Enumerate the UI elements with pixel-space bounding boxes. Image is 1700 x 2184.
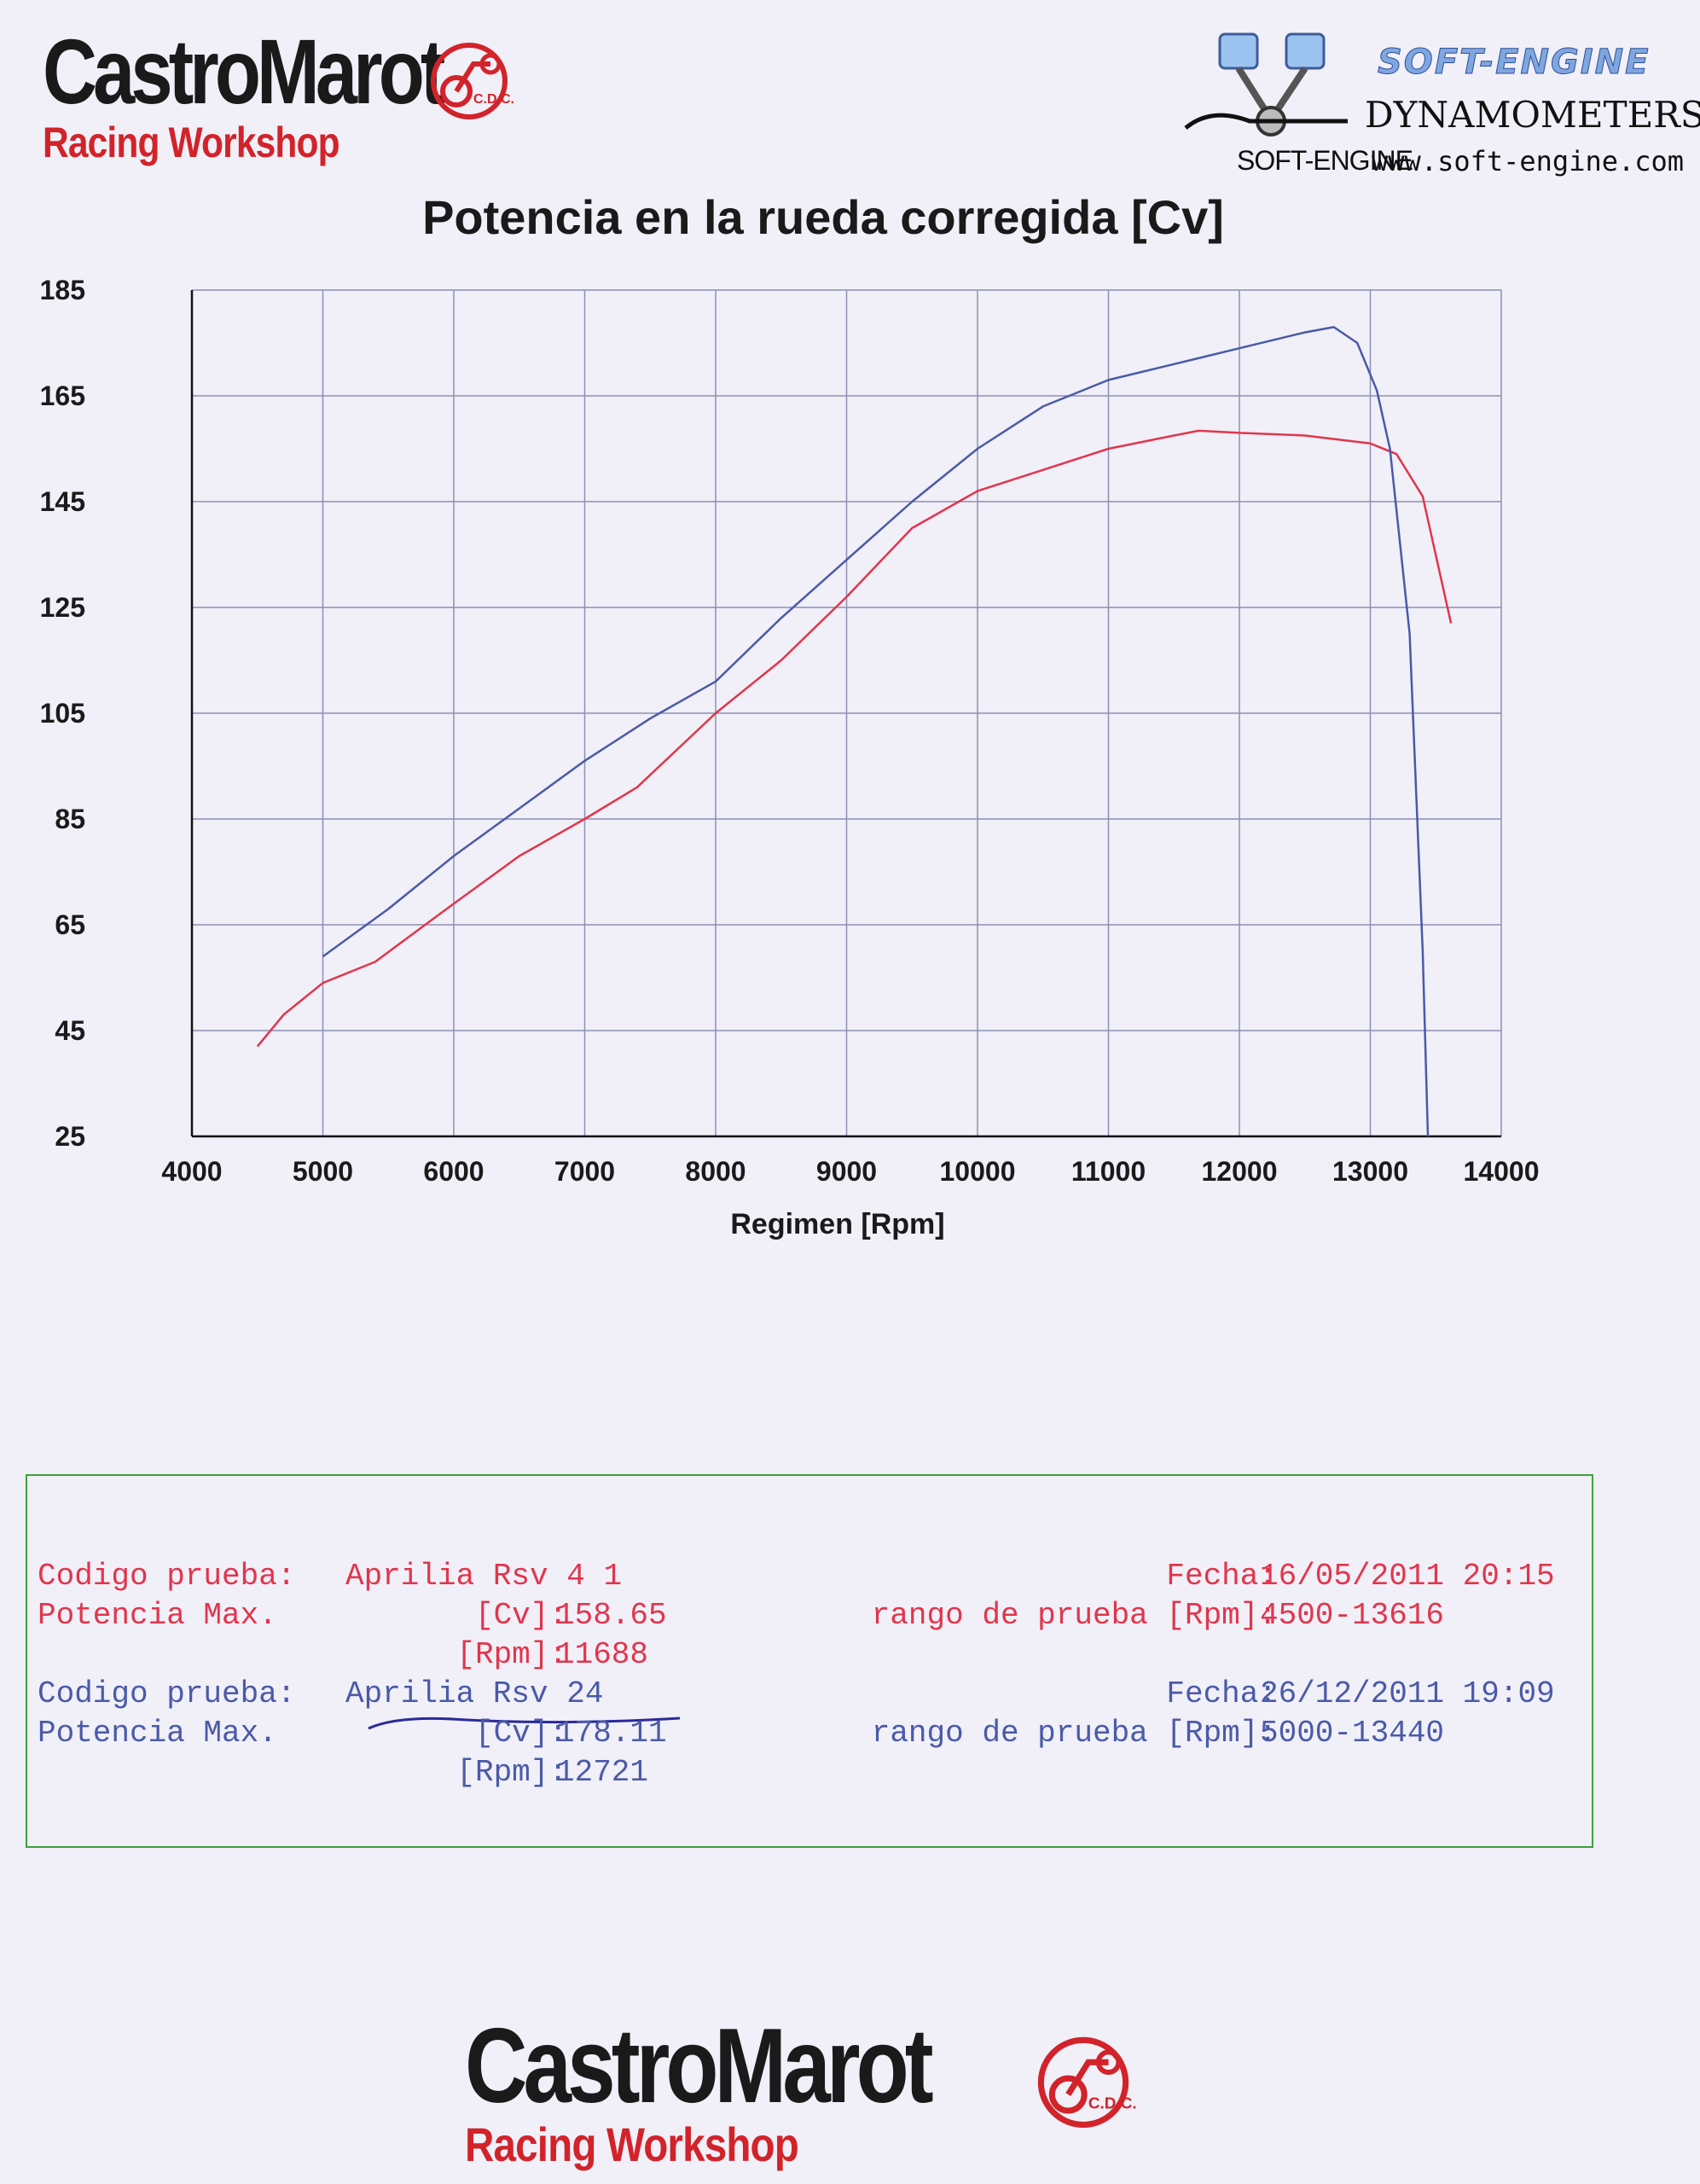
dynamometers-text: DYNAMOMETERS [1365,94,1700,136]
test2-cv-value: 178.11 [556,1716,667,1751]
y-tick-label: 25 [55,1121,85,1152]
test1-rpm-value: 11688 [556,1637,649,1672]
motorbike-emblem-icon: C.D.C. [431,43,514,119]
chart-series [256,326,1453,1137]
y-tick-label: 145 [40,486,85,517]
y-tick-label: 65 [55,909,85,940]
logo-main-text: CastroMarot [43,20,445,123]
x-axis-label: Regimen [Rpm] [730,1208,944,1240]
test1-date-value: 16/05/2011 20:15 [1260,1559,1555,1594]
logo-bottom-main-text: CastroMarot [465,2007,934,2125]
castromarot-logo: CastroMarot Racing Workshop C.D.C. [43,26,520,196]
test1-cv-value: 158.65 [556,1598,667,1633]
y-tick-label: 45 [55,1015,85,1046]
y-tick-label: 125 [40,592,85,623]
test2-range-value: 5000-13440 [1260,1716,1445,1751]
test2-cv-label: [Cv]: [474,1716,567,1751]
y-tick-label: 185 [40,275,85,305]
emblem-text: C.D.C. [473,92,514,107]
emblem-bottom-text: C.D.C. [1088,2095,1137,2113]
test2-date-value: 26/12/2011 19:09 [1260,1676,1555,1711]
test1-date-label: Fecha: [1166,1559,1277,1594]
pistons-icon [1184,32,1348,136]
test2-date-label: Fecha: [1166,1676,1277,1711]
x-tick-label: 4000 [161,1156,222,1187]
test2-code-label: Codigo prueba: [38,1676,296,1711]
soft-engine-small-text: SOFT-ENGINE [1237,145,1413,176]
y-tick-label: 85 [55,804,85,834]
castromarot-logo-bottom: CastroMarot Racing Workshop C.D.C. [465,2013,1216,2184]
series-line-2 [322,326,1430,1137]
handwritten-underline [368,1716,681,1730]
test2-range-label: rango de prueba [Rpm]: [871,1716,1277,1751]
y-tick-label: 165 [40,380,85,411]
x-tick-label: 13000 [1332,1156,1408,1187]
x-tick-label: 10000 [940,1156,1016,1187]
series-line-1 [256,429,1453,1048]
test1-cv-label: [Cv]: [474,1598,567,1633]
x-tick-label: 5000 [293,1156,353,1187]
test2-code-value: Aprilia Rsv 24 [345,1676,604,1711]
motorbike-emblem-icon: C.D.C. [1037,2036,1137,2129]
x-tick-label: 7000 [554,1156,615,1187]
x-tick-label: 9000 [816,1156,877,1187]
test2-rpm-label: [Rpm]: [456,1755,567,1790]
chart-ticks: 4000 5000 6000 7000 8000 9000 10000 11000 12000 1… [40,275,1540,1187]
test2-rpm-value: 12721 [556,1755,649,1790]
test1-code-value: Aprilia Rsv 4 1 [345,1559,623,1594]
x-tick-label: 8000 [685,1156,746,1187]
soft-engine-url: www.soft-engine.com [1372,145,1685,177]
test1-range-value: 4500-13616 [1260,1598,1445,1633]
logo-sub-text: Racing Workshop [43,119,340,166]
x-tick-label: 14000 [1464,1156,1540,1187]
test1-range-label: rango de prueba [Rpm]: [871,1598,1277,1633]
chart-grid [190,289,1502,1138]
x-tick-label: 11000 [1071,1156,1146,1187]
soft-engine-logo: SOFT-ENGINE DYNAMOMETERS SOFT-ENGINE www… [1177,26,1700,188]
chart-title: Potencia en la rueda corregida [Cv] [422,190,1224,244]
x-tick-label: 6000 [423,1156,484,1187]
y-tick-label: 105 [40,698,85,729]
test1-rpm-label: [Rpm]: [456,1637,567,1672]
soft-engine-brand: SOFT-ENGINE [1377,43,1651,83]
logo-bottom-sub-text: Racing Workshop [465,2117,799,2171]
test1-power-label: Potencia Max. [38,1598,277,1633]
x-tick-label: 12000 [1202,1156,1278,1187]
test1-code-label: Codigo prueba: [38,1559,296,1594]
test-info-box: Codigo prueba: Aprilia Rsv 4 1 Potencia … [26,1474,1593,1848]
power-chart: 4000 5000 6000 7000 8000 9000 10000 11000 12000 1… [40,275,1540,1240]
test2-power-label: Potencia Max. [38,1716,277,1751]
